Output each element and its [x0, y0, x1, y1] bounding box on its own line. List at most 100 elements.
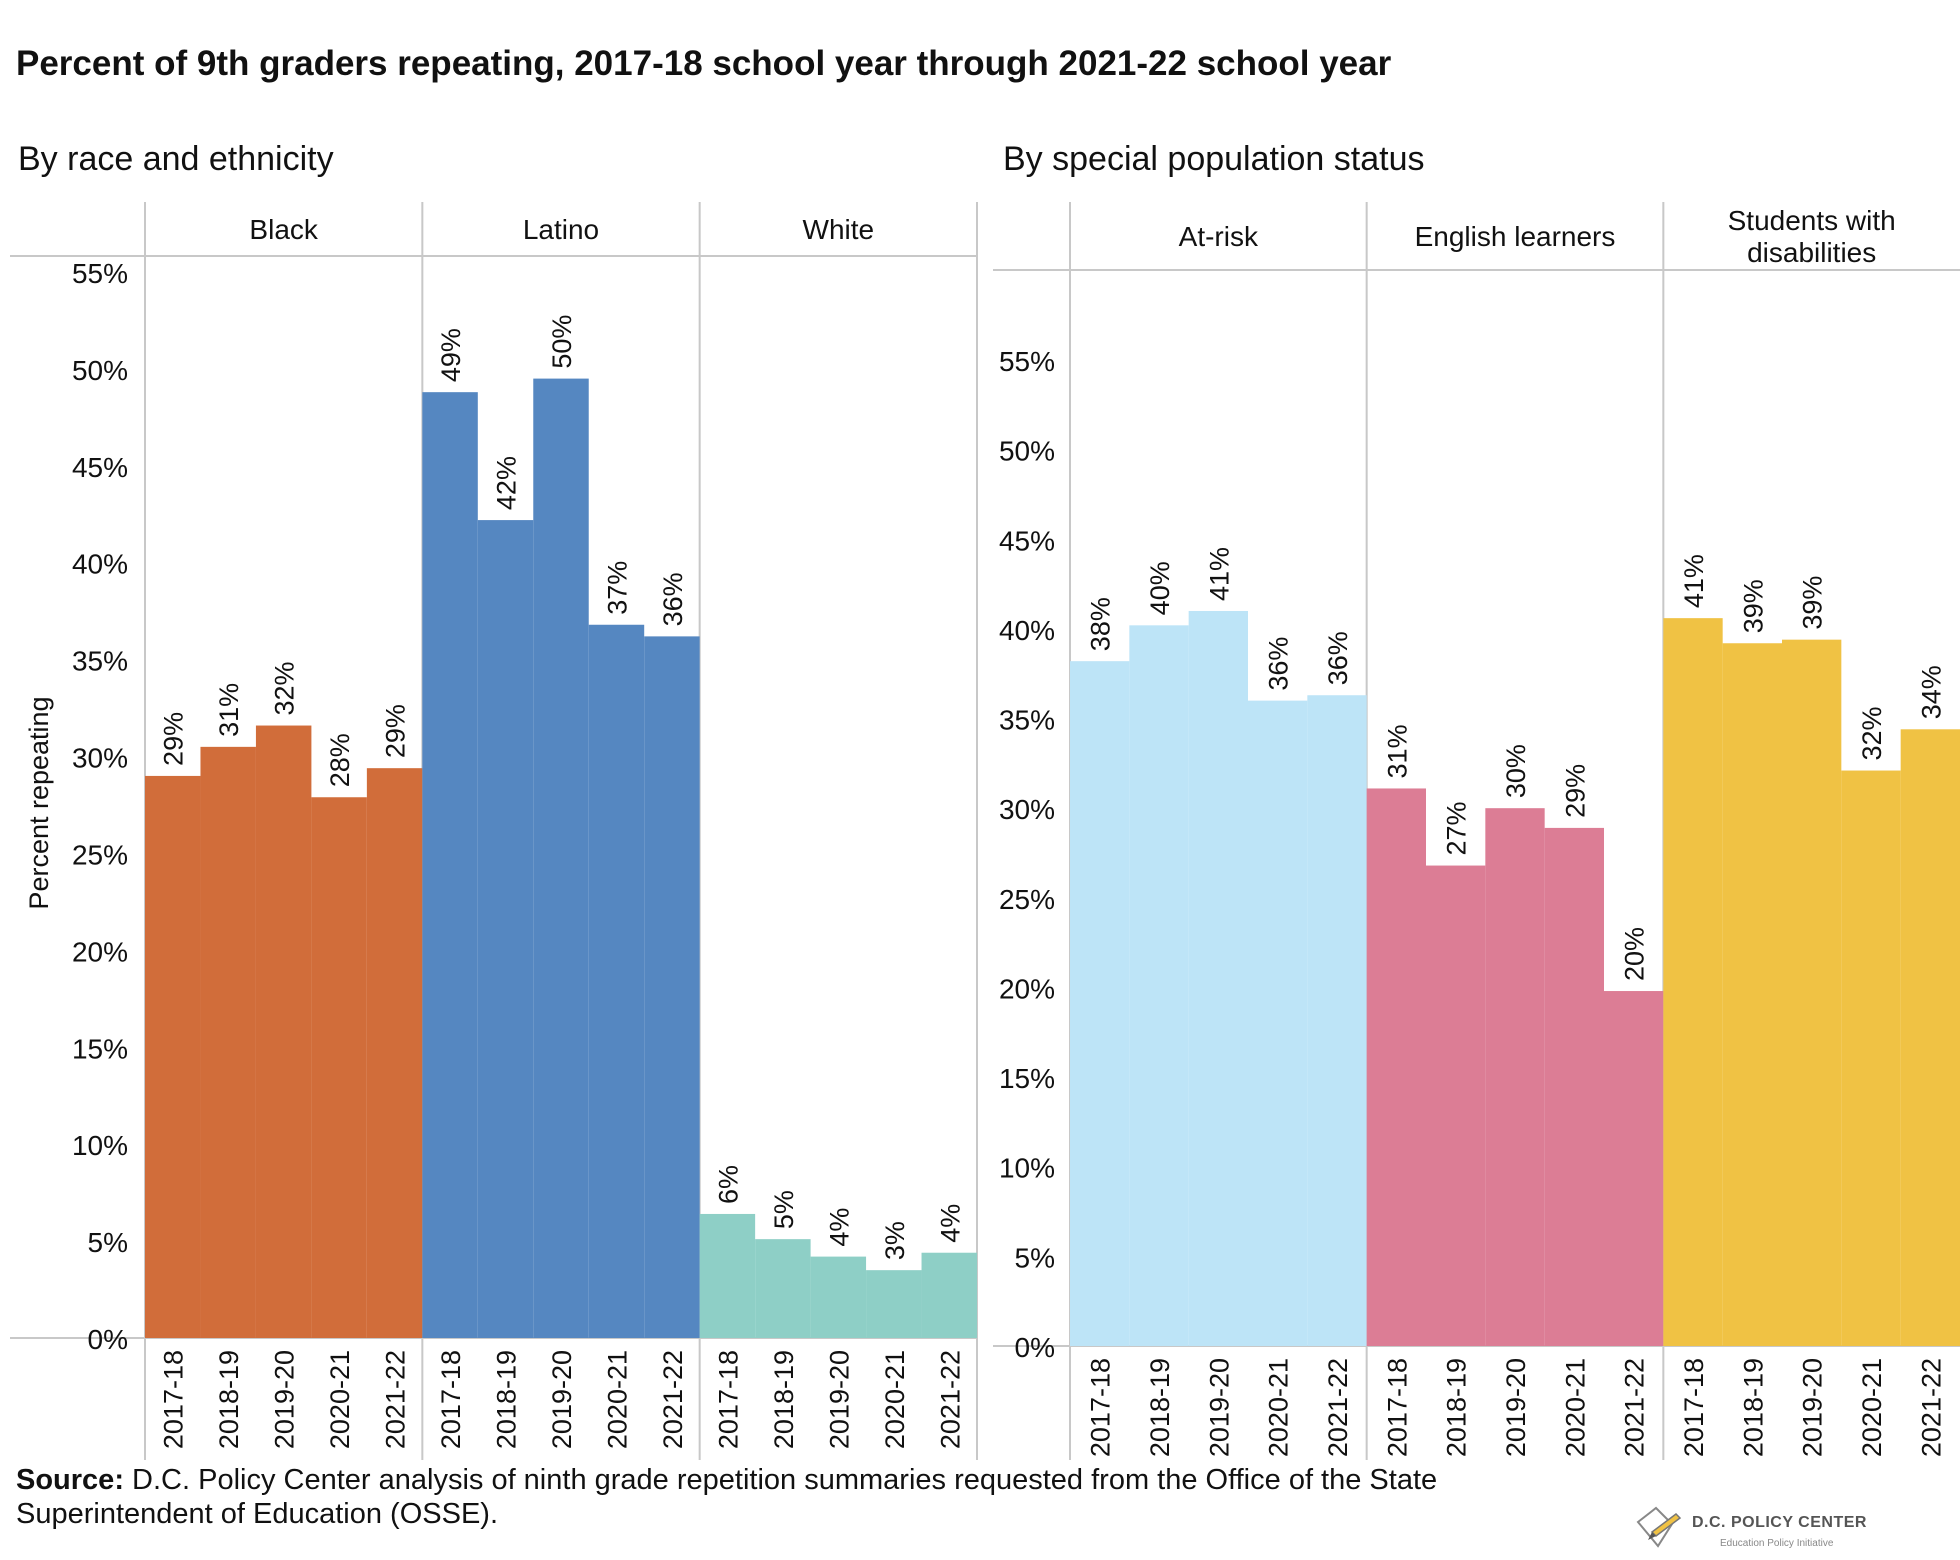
race-y-tick-label: 5% — [88, 1227, 128, 1258]
race-facet-label: White — [803, 214, 875, 245]
race-x-tick-label: 2021-22 — [381, 1350, 411, 1449]
special-data-label: 38% — [1086, 597, 1116, 651]
dc-policy-center-logo: D.C. POLICY CENTER Education Policy Init… — [1632, 1502, 1872, 1560]
race-bar — [366, 768, 423, 1338]
race-data-label: 29% — [159, 712, 189, 766]
special-y-tick-label: 20% — [999, 973, 1055, 1004]
special-bar — [1070, 661, 1130, 1346]
race-bar — [866, 1270, 922, 1338]
left-panel-title: By race and ethnicity — [18, 140, 334, 178]
special-facet-label: English learners — [1415, 221, 1616, 252]
special-x-tick-label: 2020-21 — [1560, 1358, 1590, 1457]
race-data-label: 29% — [381, 704, 411, 758]
special-bar — [1248, 700, 1308, 1346]
special-bar — [1604, 991, 1664, 1346]
source-text: D.C. Policy Center analysis of ninth gra… — [16, 1464, 1438, 1530]
race-facet-label: Latino — [523, 214, 599, 245]
dc-map-pencil-icon — [1636, 1506, 1682, 1548]
special-data-label: 27% — [1442, 802, 1472, 856]
race-x-tick-label: 2018-19 — [214, 1350, 244, 1449]
race-data-label: 4% — [824, 1208, 854, 1247]
special-x-tick-label: 2018-19 — [1442, 1358, 1472, 1457]
logo-title: D.C. POLICY CENTER — [1692, 1514, 1867, 1531]
special-data-label: 34% — [1916, 665, 1946, 719]
race-data-label: 5% — [769, 1190, 799, 1229]
special-data-label: 39% — [1738, 579, 1768, 633]
special-bar — [1426, 865, 1486, 1346]
race-bar — [200, 746, 256, 1338]
race-data-label: 37% — [602, 561, 632, 615]
special-bar — [1366, 788, 1426, 1346]
race-data-label: 50% — [547, 315, 577, 369]
special-data-label: 31% — [1382, 724, 1412, 778]
race-y-tick-label: 10% — [72, 1130, 128, 1161]
special-x-tick-label: 2018-19 — [1738, 1358, 1768, 1457]
race-data-label: 3% — [880, 1221, 910, 1260]
race-bar — [699, 1213, 756, 1338]
special-y-tick-label: 5% — [1015, 1242, 1055, 1273]
right-panel-title: By special population status — [1003, 140, 1425, 178]
special-x-tick-label: 2017-18 — [1679, 1358, 1709, 1457]
special-data-label: 29% — [1560, 764, 1590, 818]
race-y-tick-label: 30% — [72, 743, 128, 774]
race-bar — [533, 378, 589, 1339]
special-bar — [1129, 625, 1189, 1346]
special-y-tick-label: 15% — [999, 1063, 1055, 1094]
special-x-tick-label: 2017-18 — [1382, 1358, 1412, 1457]
special-data-label: 40% — [1145, 561, 1175, 615]
race-x-tick-label: 2019-20 — [824, 1350, 854, 1449]
special-x-tick-label: 2018-19 — [1145, 1358, 1175, 1457]
special-y-tick-label: 40% — [999, 615, 1055, 646]
race-y-tick-label: 20% — [72, 936, 128, 967]
source-label: Source: — [16, 1464, 124, 1496]
special-data-label: 32% — [1857, 706, 1887, 760]
special-bar — [1544, 827, 1604, 1346]
race-y-tick-label: 45% — [72, 452, 128, 483]
special-data-label: 30% — [1501, 744, 1531, 798]
special-bar — [1188, 610, 1248, 1346]
race-y-tick-label: 25% — [72, 839, 128, 870]
special-data-label: 41% — [1204, 547, 1234, 601]
special-bar — [1782, 639, 1842, 1346]
special-facet-label: Students with — [1728, 205, 1896, 236]
race-bar — [145, 775, 201, 1338]
race-data-label: 36% — [658, 572, 688, 626]
race-x-tick-label: 2020-21 — [880, 1350, 910, 1449]
charts-canvas: 0% 5% 10% 15% 20% 25% 30% 35% 40% 45% 50% 55% Percen… — [10, 202, 1960, 1460]
race-bar — [644, 636, 700, 1338]
race-y-tick-label: 15% — [72, 1033, 128, 1064]
special-y-tick-label: 0% — [1015, 1332, 1055, 1363]
special-bar — [1900, 729, 1960, 1346]
race-data-label: 32% — [270, 661, 300, 715]
chart-title: Percent of 9th graders repeating, 2017-1… — [16, 44, 1392, 83]
race-x-tick-label: 2017-18 — [436, 1350, 466, 1449]
special-x-tick-label: 2021-22 — [1916, 1358, 1946, 1457]
logo-subtitle: Education Policy Initiative — [1720, 1538, 1834, 1549]
special-facet-label: disabilities — [1747, 237, 1876, 268]
special-x-tick-label: 2019-20 — [1204, 1358, 1234, 1457]
special-x-tick-label: 2017-18 — [1086, 1358, 1116, 1457]
special-data-label: 36% — [1323, 631, 1353, 685]
race-data-label: 28% — [325, 733, 355, 787]
special-x-tick-label: 2019-20 — [1798, 1358, 1828, 1457]
race-x-tick-label: 2019-20 — [270, 1350, 300, 1449]
special-y-tick-label: 30% — [999, 794, 1055, 825]
special-x-tick-label: 2021-22 — [1323, 1358, 1353, 1457]
special-bar — [1307, 695, 1367, 1346]
race-data-label: 4% — [935, 1204, 965, 1243]
race-facet-label: Black — [249, 214, 318, 245]
race-x-tick-label: 2020-21 — [325, 1350, 355, 1449]
race-data-label: 31% — [214, 683, 244, 737]
special-y-tick-label: 25% — [999, 884, 1055, 915]
special-bar — [1841, 770, 1901, 1346]
special-y-tick-label: 45% — [999, 525, 1055, 556]
special-x-tick-label: 2021-22 — [1620, 1358, 1650, 1457]
race-x-tick-label: 2021-22 — [935, 1350, 965, 1449]
race-bar — [588, 624, 645, 1338]
special-y-tick-label: 10% — [999, 1153, 1055, 1184]
special-facet-label: At-risk — [1179, 221, 1259, 252]
special-data-label: 20% — [1620, 927, 1650, 981]
special-data-label: 39% — [1798, 576, 1828, 630]
race-y-tick-label: 55% — [72, 258, 128, 289]
race-bar — [422, 392, 478, 1339]
